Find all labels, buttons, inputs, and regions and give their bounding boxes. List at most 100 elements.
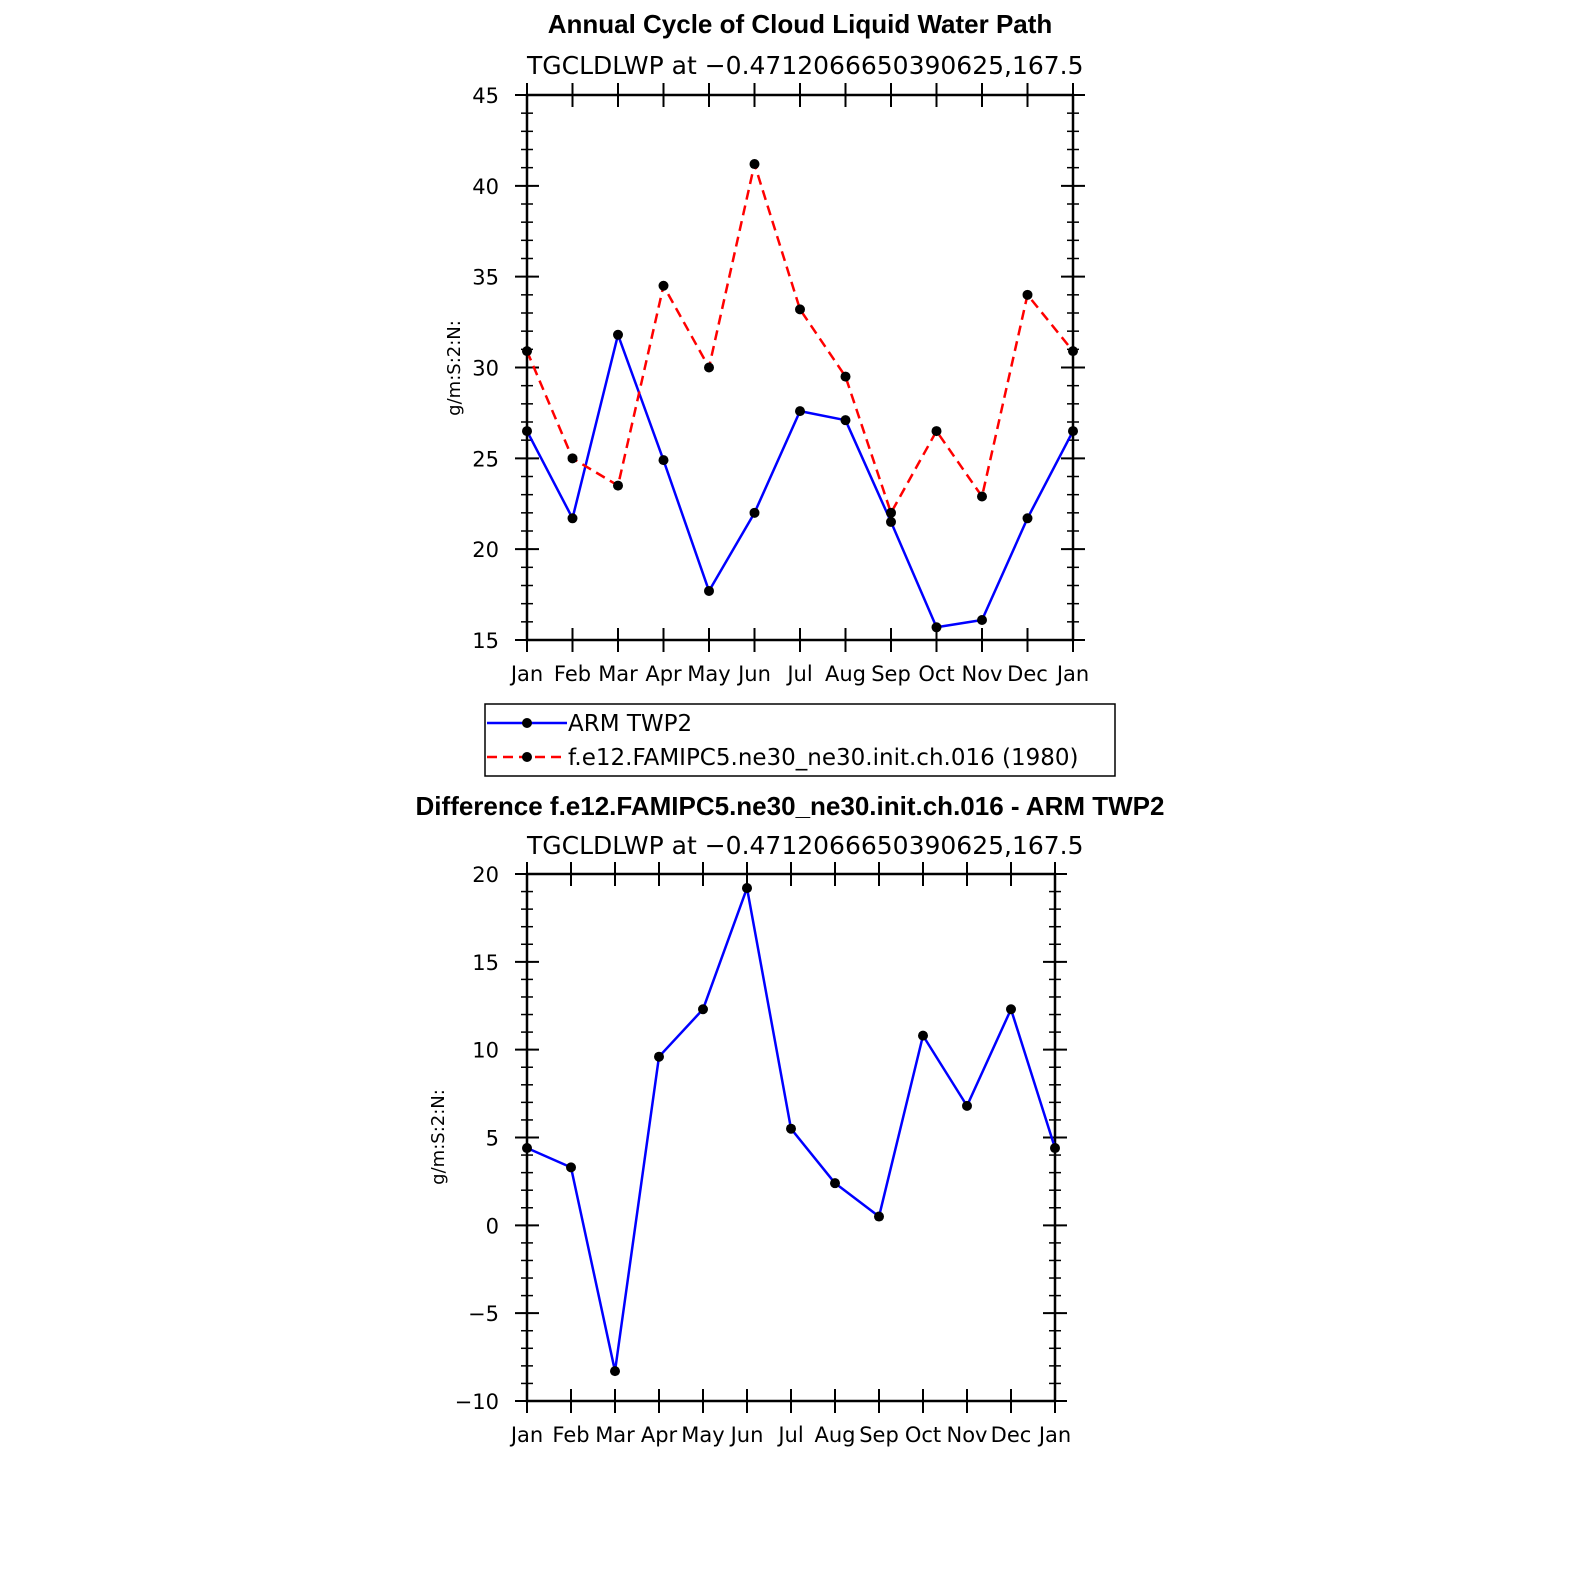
- x-tick-label: Jan: [1055, 662, 1089, 686]
- data-point-series-0: [786, 1123, 796, 1134]
- x-tick-label: Mar: [598, 662, 638, 686]
- data-point-series-1: [567, 453, 578, 464]
- data-point-series-0: [931, 622, 942, 633]
- data-point-series-1: [1068, 346, 1078, 357]
- data-point-series-1: [613, 480, 623, 491]
- x-tick-label: Jun: [736, 662, 771, 686]
- x-tick-label: Apr: [645, 662, 682, 686]
- chart-1-axes: 15 20 25 30 35 40 45 Jan Feb Mar Apr May Jun Jul Aug Se…: [472, 83, 1089, 686]
- data-point-series-0: [795, 406, 805, 417]
- data-point-series-1: [704, 362, 714, 373]
- legend-marker-arm-twp2: [522, 718, 532, 728]
- data-point-series-0: [886, 516, 896, 527]
- data-point-series-0: [613, 329, 623, 340]
- x-tick-label: Mar: [595, 1423, 635, 1447]
- y-tick-label: 25: [472, 447, 499, 471]
- plot-frame: [525, 872, 1057, 1403]
- x-tick-label: Apr: [641, 1423, 678, 1447]
- x-tick-label: Sep: [871, 662, 911, 686]
- data-point-series-0: [658, 455, 669, 466]
- legend-label-arm-twp2: ARM TWP2: [568, 711, 692, 737]
- data-point-series-0: [830, 1178, 840, 1189]
- x-tick-label: Sep: [859, 1423, 899, 1447]
- chart-1-legend: ARM TWP2 f.e12.FAMIPC5.ne30_ne30.init.ch…: [484, 703, 1116, 777]
- data-point-series-0: [962, 1100, 972, 1111]
- y-tick-label: 15: [472, 951, 499, 975]
- y-tick-label: 20: [472, 538, 499, 562]
- data-point-series-1: [795, 304, 805, 315]
- x-tick-label: Nov: [962, 662, 1003, 686]
- data-point-series-0: [918, 1030, 928, 1041]
- y-tick-label: 0: [486, 1214, 499, 1238]
- data-point-series-0: [977, 615, 987, 626]
- data-point-series-0: [654, 1051, 664, 1062]
- data-point-series-0: [1050, 1143, 1060, 1154]
- data-point-series-1: [1022, 289, 1033, 300]
- x-tick-label: May: [687, 662, 730, 686]
- y-tick-label: 10: [472, 1039, 499, 1063]
- data-point-series-1: [522, 346, 532, 357]
- data-point-series-0: [698, 1004, 708, 1015]
- chart-1-title: Annual Cycle of Cloud Liquid Water Path: [548, 9, 1053, 39]
- chart-annual-cycle: Annual Cycle of Cloud Liquid Water Path …: [444, 9, 1089, 686]
- y-tick-label: −10: [455, 1390, 499, 1414]
- x-tick-label: Nov: [947, 1423, 988, 1447]
- data-point-series-1: [749, 159, 760, 170]
- series-line-0: [525, 333, 1075, 629]
- chart-1-subtitle: TGCLDLWP at −0.4712066650390625,167.5: [526, 51, 1084, 80]
- data-point-series-1: [886, 507, 896, 518]
- data-point-series-0: [749, 507, 760, 518]
- data-point-series-0: [567, 513, 578, 524]
- x-tick-label: Dec: [1007, 662, 1048, 686]
- chart-1-ylabel: g/m:S:2:N:: [444, 320, 465, 416]
- data-point-series-1: [931, 426, 942, 437]
- y-tick-label: 5: [486, 1127, 499, 1151]
- chart-2-subtitle: TGCLDLWP at −0.4712066650390625,167.5: [526, 831, 1084, 860]
- y-tick-label: 40: [472, 175, 499, 199]
- y-tick-label: 45: [472, 84, 499, 108]
- legend-box: [484, 703, 1116, 777]
- x-tick-label: Jul: [776, 1423, 803, 1447]
- y-tick-label: 35: [472, 266, 499, 290]
- x-tick-label: Oct: [918, 662, 954, 686]
- data-point-series-0: [874, 1211, 884, 1222]
- data-point-series-0: [522, 1143, 532, 1154]
- data-point-series-0: [1068, 426, 1078, 437]
- x-tick-label: Jun: [729, 1423, 764, 1447]
- chart-1-series: [522, 159, 1078, 633]
- data-point-series-0: [522, 426, 532, 437]
- x-tick-label: Jul: [785, 662, 812, 686]
- x-tick-label: Aug: [814, 1423, 855, 1447]
- data-point-series-1: [977, 491, 987, 502]
- x-tick-label: Jan: [509, 662, 543, 686]
- chart-2-title: Difference f.e12.FAMIPC5.ne30_ne30.init.…: [416, 791, 1165, 821]
- x-tick-label: Aug: [825, 662, 866, 686]
- x-tick-label: Feb: [554, 662, 591, 686]
- data-point-series-0: [1006, 1004, 1016, 1015]
- data-point-series-0: [840, 415, 851, 426]
- x-tick-label: Jan: [1037, 1423, 1071, 1447]
- y-tick-label: 20: [472, 863, 499, 887]
- y-tick-label: −5: [468, 1302, 499, 1326]
- x-tick-label: May: [681, 1423, 724, 1447]
- data-point-series-0: [566, 1162, 576, 1173]
- x-tick-label: Feb: [552, 1423, 589, 1447]
- data-point-series-1: [658, 280, 669, 291]
- y-tick-label: 30: [472, 357, 499, 381]
- chart-2-series: [522, 883, 1060, 1377]
- chart-difference: Difference f.e12.FAMIPC5.ne30_ne30.init.…: [416, 791, 1165, 1447]
- data-point-series-0: [742, 883, 752, 894]
- y-tick-label: 15: [472, 629, 499, 653]
- data-point-series-0: [1022, 513, 1033, 524]
- chart-2-ylabel: g/m:S:2:N:: [428, 1089, 449, 1185]
- legend-marker-model: [522, 752, 532, 762]
- legend-label-model: f.e12.FAMIPC5.ne30_ne30.init.ch.016 (198…: [568, 745, 1079, 771]
- x-tick-label: Oct: [905, 1423, 941, 1447]
- series-line-1: [525, 162, 1074, 515]
- x-tick-label: Jan: [509, 1423, 543, 1447]
- data-point-series-1: [840, 371, 851, 382]
- chart-2-axes: −10 −5 0 5 10 15 20 Jan Feb Mar Apr May Jun Jul Aug Sep…: [455, 862, 1071, 1447]
- data-point-series-0: [704, 585, 714, 596]
- x-tick-label: Dec: [991, 1423, 1032, 1447]
